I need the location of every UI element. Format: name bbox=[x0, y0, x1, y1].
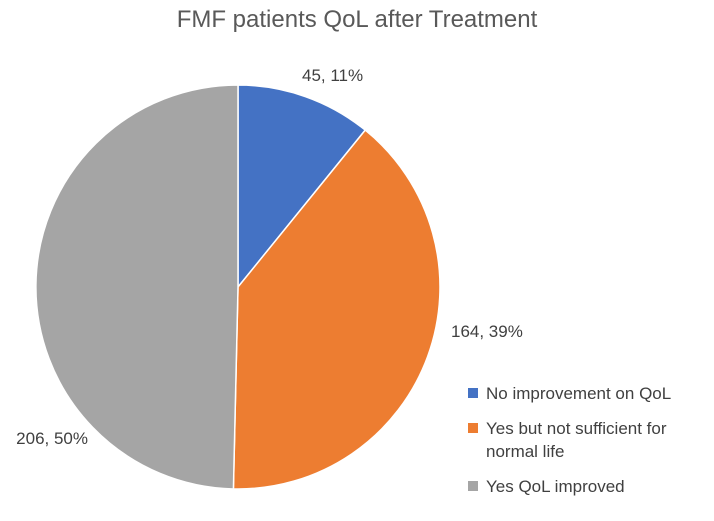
chart-title: FMF patients QoL after Treatment bbox=[176, 6, 538, 33]
legend: No improvement on QoL Yes but not suffic… bbox=[468, 382, 708, 510]
legend-swatch-not-sufficient bbox=[468, 423, 478, 433]
legend-item-qol-improved: Yes QoL improved bbox=[468, 475, 708, 498]
legend-swatch-qol-improved bbox=[468, 481, 478, 491]
pie-data-labels: 45, 11% 164, 39% 206, 50% bbox=[16, 66, 523, 448]
legend-item-not-sufficient: Yes but not sufficient for normal life bbox=[468, 417, 708, 463]
legend-label-no-improvement: No improvement on QoL bbox=[486, 384, 672, 403]
data-label-qol-improved: 206, 50% bbox=[16, 429, 88, 448]
legend-item-no-improvement: No improvement on QoL bbox=[468, 382, 708, 405]
pie-slices bbox=[35, 84, 441, 490]
pie-slice-not-sufficient bbox=[232, 129, 441, 490]
data-label-not-sufficient: 164, 39% bbox=[451, 322, 523, 341]
pie-slice-no-improvement bbox=[237, 84, 367, 290]
legend-label-qol-improved: Yes QoL improved bbox=[486, 477, 625, 496]
legend-label-not-sufficient: Yes but not sufficient for normal life bbox=[486, 419, 667, 461]
legend-swatch-no-improvement bbox=[468, 388, 478, 398]
pie-slice-qol-improved bbox=[35, 84, 239, 490]
data-label-no-improvement: 45, 11% bbox=[302, 66, 363, 85]
